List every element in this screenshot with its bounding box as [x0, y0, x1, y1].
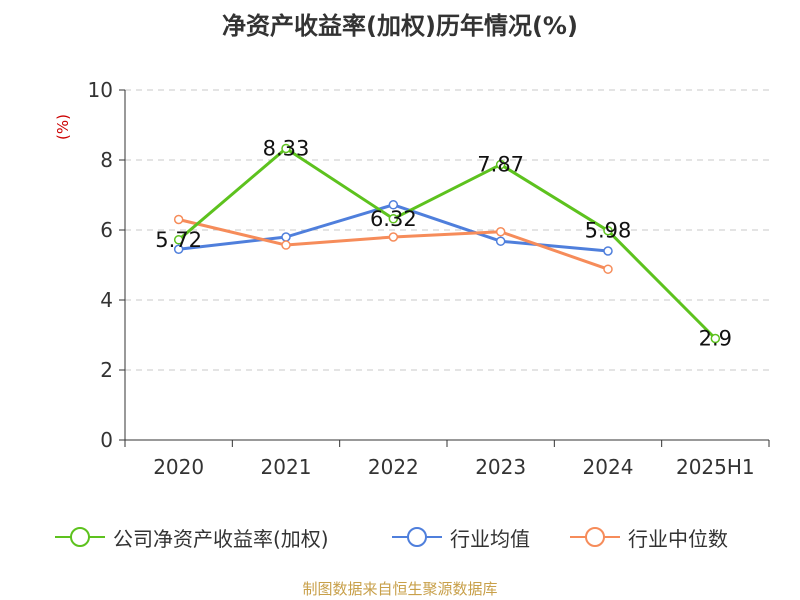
data-point-2: [173, 214, 184, 225]
series-line-0: [177, 146, 717, 340]
data-label: 8.33: [263, 136, 310, 160]
data-point-1: [495, 236, 506, 246]
y-tick-label: 10: [88, 78, 113, 102]
x-tick-label: 2020: [153, 455, 204, 479]
source-note: 制图数据来自恒生聚源数据库: [302, 580, 498, 598]
data-label: 5.98: [585, 219, 632, 243]
data-point-1: [281, 232, 291, 242]
legend-industry-median-marker: [570, 527, 620, 547]
data-point-0: [281, 143, 291, 154]
legend-item-company[interactable]: 公司净资产收益率(加权): [55, 522, 329, 552]
chart-title: 净资产收益率(加权)历年情况(%): [222, 12, 578, 40]
data-point-2: [603, 264, 613, 274]
legend-company-label: 公司净资产收益率(加权): [113, 526, 329, 551]
x-tick-label: 2022: [368, 455, 419, 479]
y-tick-label: 8: [100, 148, 113, 172]
data-point-0: [388, 214, 399, 224]
x-tick-label: 2024: [583, 455, 634, 479]
legend-item-industry-median[interactable]: 行业中位数: [570, 522, 728, 552]
legend-company-marker: [55, 527, 105, 547]
data-point-2: [495, 227, 506, 237]
data-label: 5.72: [155, 228, 202, 252]
data-point-2: [281, 240, 291, 250]
legend-industry-avg-marker: [392, 527, 442, 547]
data-point-2: [388, 232, 399, 242]
x-tick-label: 2025H1: [676, 455, 755, 479]
y-tick-label: 4: [100, 288, 113, 312]
x-tick-label: 2021: [261, 455, 312, 479]
data-point-0: [495, 159, 506, 170]
data-point-1: [603, 246, 613, 256]
data-point-1: [173, 244, 184, 254]
legend-industry-median-label: 行业中位数: [628, 526, 728, 551]
data-label: 7.87: [477, 153, 524, 177]
data-label: 2.9: [699, 327, 732, 351]
y-tick-label: 0: [100, 428, 113, 452]
data-point-0: [173, 235, 184, 245]
data-point-0: [603, 225, 613, 236]
data-point-0: [710, 333, 721, 344]
y-axis-unit: (%): [54, 114, 72, 140]
legend-item-industry-avg[interactable]: 行业均值: [392, 522, 530, 552]
y-tick-label: 6: [100, 218, 113, 242]
data-label: 6.32: [370, 207, 417, 231]
legend-industry-avg-label: 行业均值: [450, 526, 530, 551]
data-point-1: [388, 200, 399, 210]
y-tick-label: 2: [100, 358, 113, 382]
x-tick-label: 2023: [475, 455, 526, 479]
